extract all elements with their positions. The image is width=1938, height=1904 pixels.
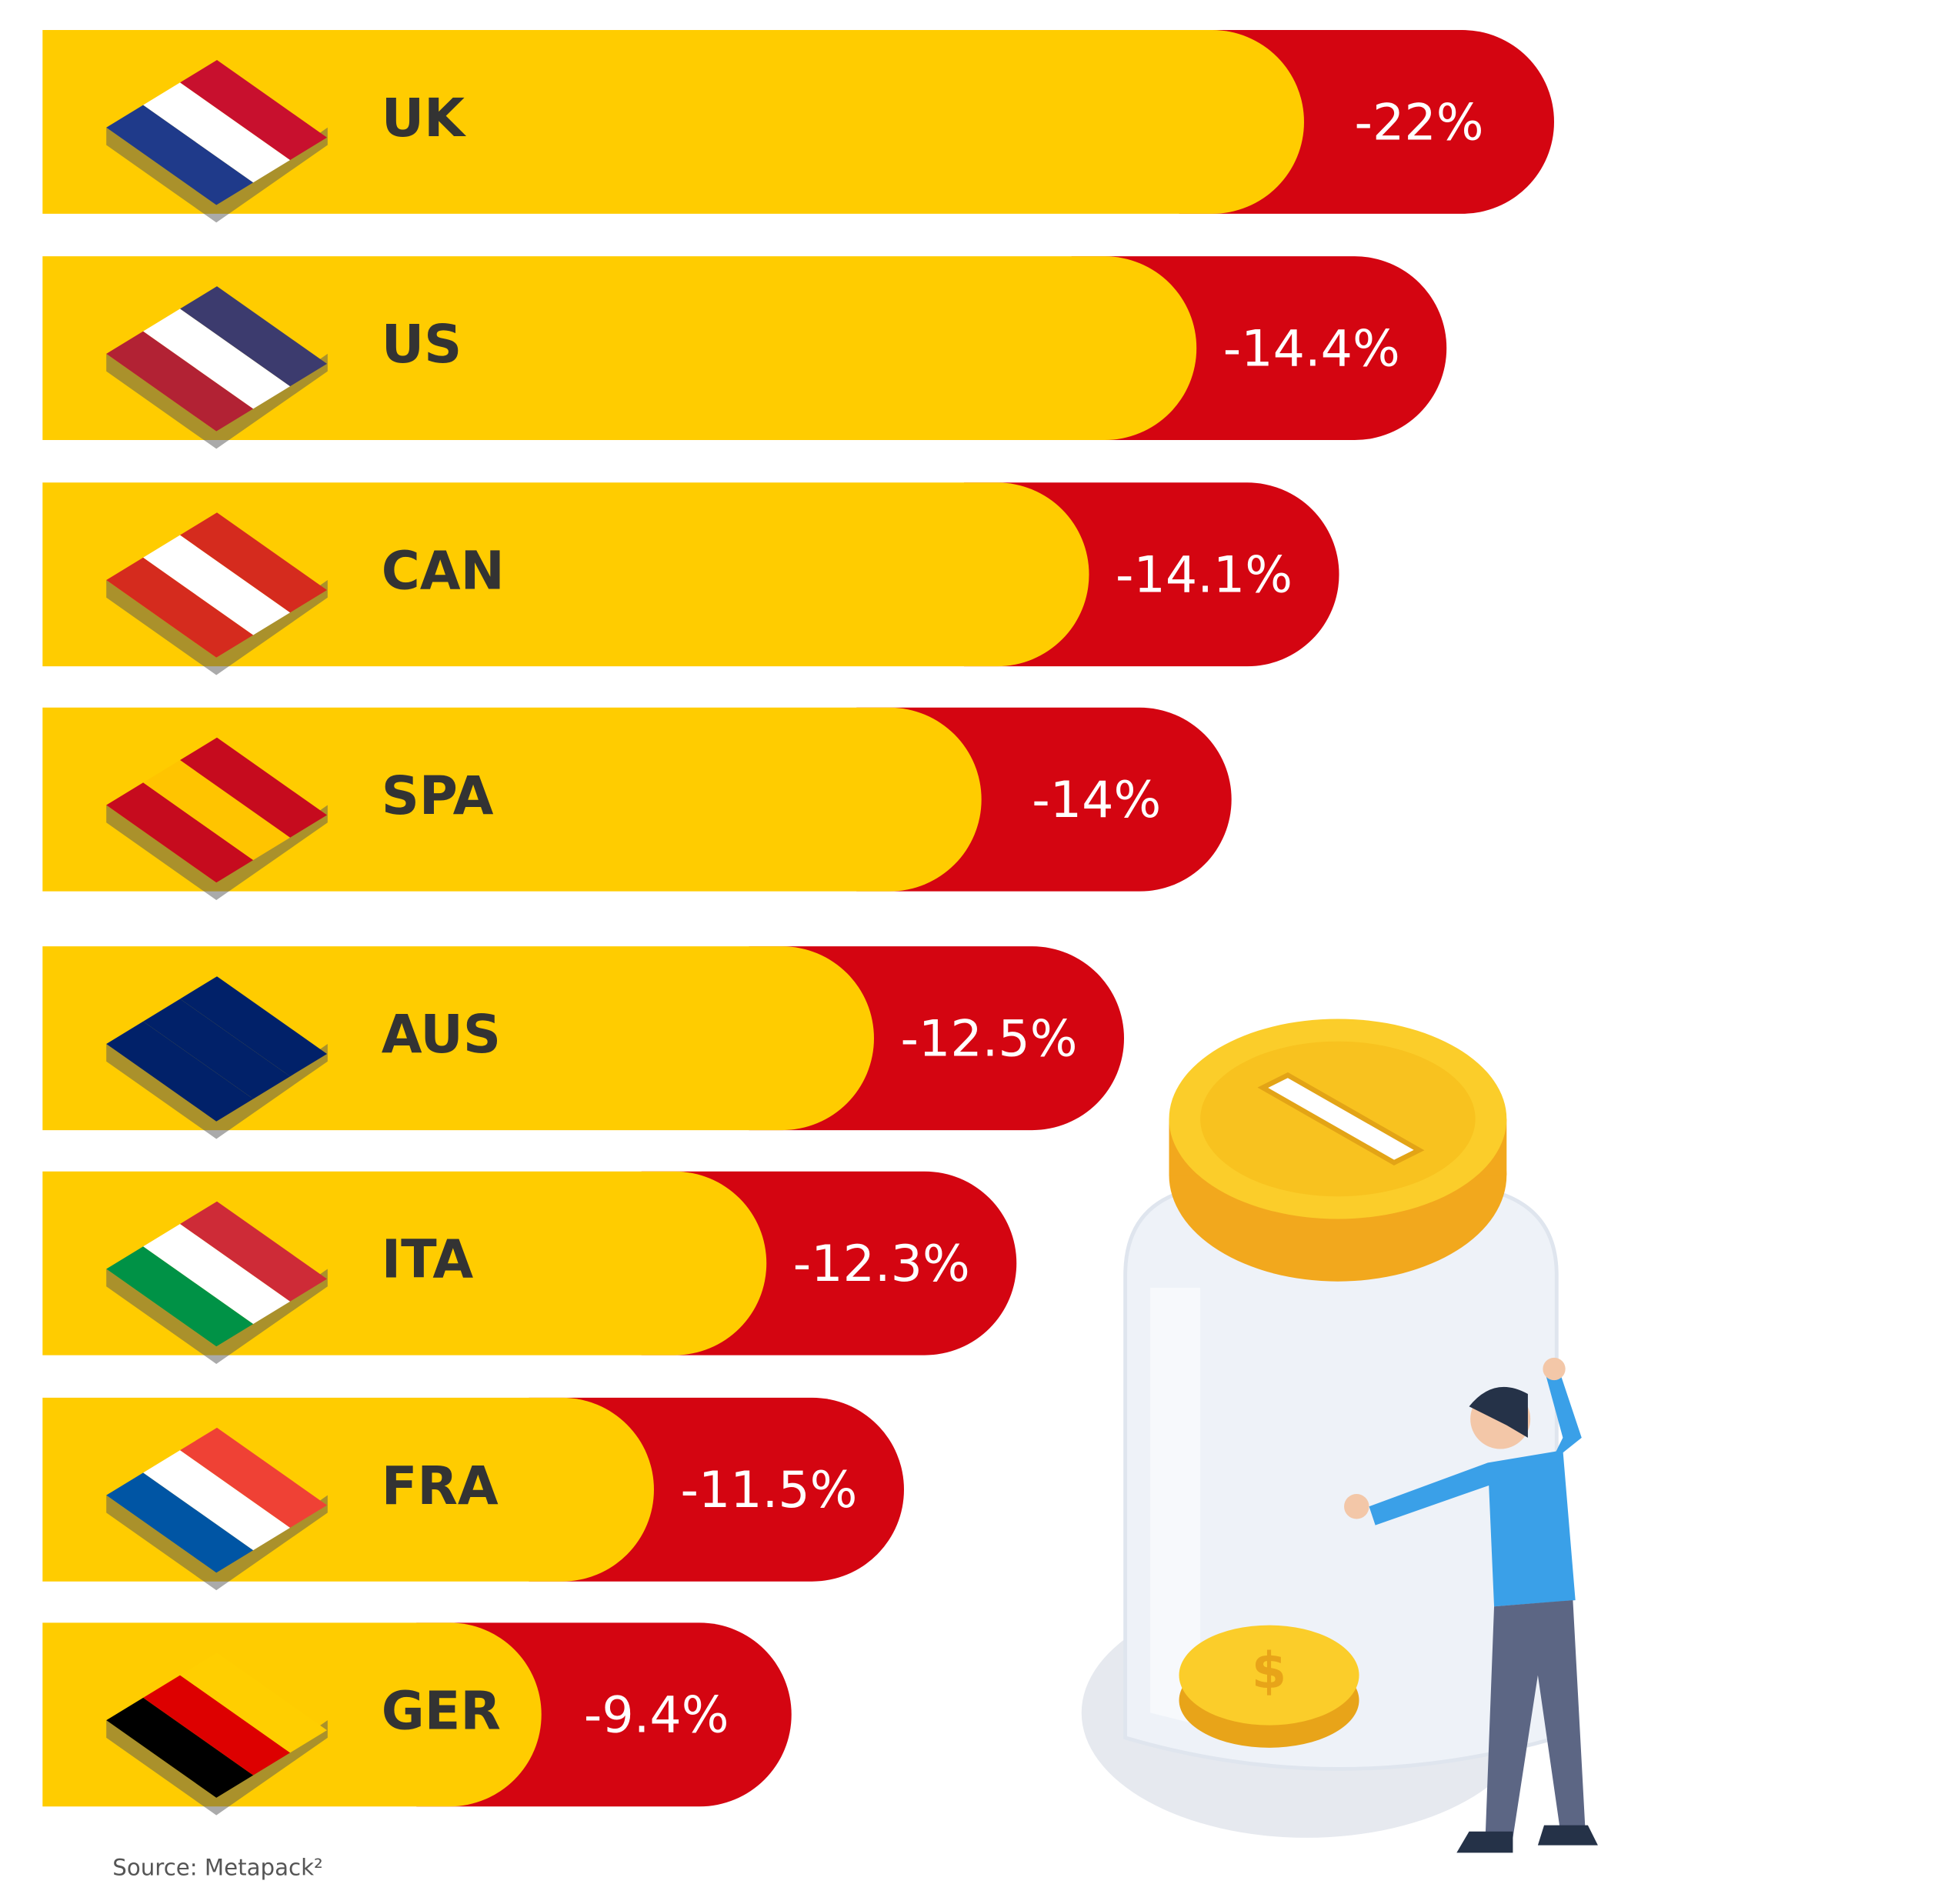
flag-band [143,82,291,183]
bar-yellow [42,30,1304,214]
country-label: US [382,315,462,375]
value-label: -14.1% [1116,547,1293,605]
flag-edge [106,1269,328,1364]
flag-edge [106,1043,328,1139]
country-label: AUS [382,1005,501,1065]
value-label: -11.5% [681,1462,858,1519]
flag-band [143,1450,291,1551]
value-label: -14.4% [1223,321,1400,378]
flag-band [143,308,291,409]
bar-yellow [42,482,1089,667]
flag-band [106,1472,254,1573]
flag-edge [106,353,328,449]
flag-band [106,105,254,205]
flag-band [106,1246,254,1347]
row: CAN -14.1% [42,482,1339,675]
flag-band [180,286,328,387]
source: Source: Metapack² [112,1855,322,1881]
country-label: ITA [382,1230,474,1291]
row: FRA -11.5% [42,1397,904,1591]
flag-band [180,976,328,1077]
flag-band [106,331,254,432]
flag-edge [106,1720,328,1816]
flag-band [143,1223,291,1324]
country-label: CAN [382,541,505,602]
flag-band [143,1675,291,1776]
row: SPA -14% [42,707,1232,901]
row: US -14.4% [42,256,1447,449]
flag-band [180,1652,328,1753]
illustration: $ [1081,1019,1598,1853]
flag-edge [106,580,328,675]
flag-band [180,737,328,838]
flag-band [143,535,291,635]
flag-edge [106,127,328,223]
flag-edge [106,805,328,901]
country-label: SPA [382,766,494,827]
value-label: -22% [1355,94,1484,152]
flag-band [180,1427,328,1528]
value-label: -14% [1032,772,1161,829]
flag-edge [106,1495,328,1591]
flag-band [106,1697,254,1798]
rows: UK -22% US -14.4% CAN -14.1% SPA -14% AUS -12.5% I… [42,30,1554,1816]
flag-band [106,557,254,658]
flag-band [106,782,254,883]
row: ITA -12.3% [42,1171,1017,1364]
country-label: UK [382,88,466,149]
row: AUS -12.5% [42,946,1125,1139]
bar-yellow [42,256,1197,441]
flag-band [106,1021,254,1122]
flag-band [180,60,328,161]
value-label: -12.3% [793,1235,970,1293]
flag-band [143,999,291,1099]
row: UK -22% [42,30,1554,223]
svg-text:$: $ [1252,1642,1286,1700]
value-label: -12.5% [901,1011,1078,1069]
flag-band [143,760,291,861]
country-label: GER [382,1681,501,1742]
flag-band [180,1201,328,1302]
country-label: FRA [382,1456,499,1517]
value-label: -9.4% [584,1687,729,1745]
flag-band [180,512,328,613]
row: GER -9.4% [42,1622,792,1816]
